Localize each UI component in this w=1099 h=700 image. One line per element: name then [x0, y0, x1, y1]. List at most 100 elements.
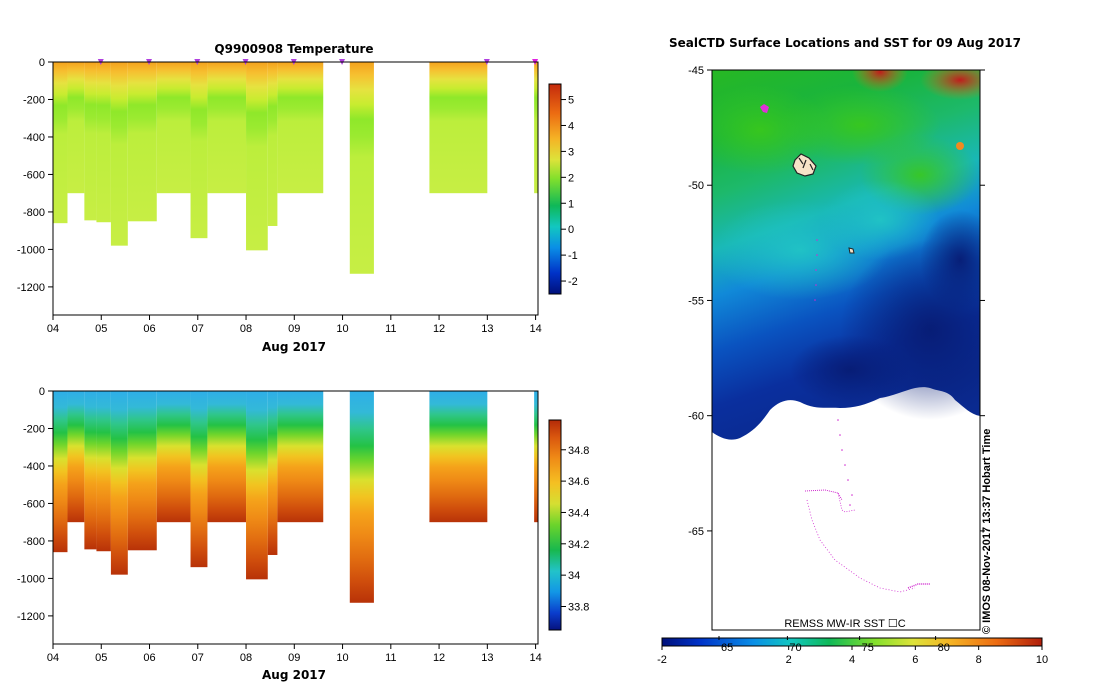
map-axes: -45 -50 -55 -60 -65 — [688, 65, 985, 538]
profile-cell-7 — [190, 391, 208, 568]
y-tick-label: -1000 — [17, 573, 45, 585]
x-tick-label: 08 — [240, 652, 252, 664]
colorbar-tick-label: -1 — [568, 250, 578, 262]
x-tick-label: 05 — [95, 323, 107, 335]
y-tick-label: -800 — [23, 207, 45, 219]
temperature-xlabel: Aug 2017 — [262, 340, 326, 354]
salinity-plot-frame — [52, 390, 539, 645]
seal-location-cluster — [792, 153, 855, 254]
salinity-colorbar — [548, 419, 562, 631]
colorbar-tick-label: 5 — [568, 95, 574, 107]
lat-tick-label: -60 — [688, 411, 704, 423]
profile-cell-1 — [67, 62, 85, 194]
profile-cell-7 — [190, 62, 208, 239]
y-tick-label: -600 — [23, 169, 45, 181]
colorbar-tick-label: -2 — [568, 276, 578, 288]
colorbar-tick-label: 2 — [568, 172, 574, 184]
y-tick-label: -600 — [23, 498, 45, 510]
x-tick-label: 10 — [336, 652, 348, 664]
sst-map — [712, 70, 980, 630]
colorbar-tick-label: 34.2 — [568, 539, 589, 551]
temperature-title: Q9900908 Temperature — [214, 42, 373, 56]
colorbar-tick-label: 3 — [568, 146, 574, 158]
sst-tick-label: 4 — [849, 654, 855, 666]
profile-cell-6 — [156, 391, 191, 523]
temperature-section — [53, 62, 538, 274]
x-tick-label: 07 — [192, 652, 204, 664]
salinity-axes: 04 05 06 07 08 09 10 11 12 13 14 0 -200 -400 -600 -800 -… — [17, 386, 542, 664]
lat-tick-label: -45 — [688, 65, 704, 77]
colorbar-tick-label: 34 — [568, 570, 580, 582]
profile-cell-9 — [246, 391, 268, 580]
profile-cell-9 — [246, 62, 268, 251]
colorbar-tick-label: 33.8 — [568, 601, 589, 613]
profile-cell-2 — [84, 62, 97, 221]
copyright-timestamp: © IMOS 08-Nov-2017 13:37 Hobart Time — [981, 429, 993, 634]
profile-cell-4 — [110, 391, 128, 575]
salinity-section — [53, 391, 538, 603]
y-tick-label: -1200 — [17, 282, 45, 294]
x-tick-label: 09 — [288, 652, 300, 664]
colorbar-tick-label: 34.4 — [568, 507, 589, 519]
x-tick-label: 11 — [385, 323, 396, 335]
map-title: SealCTD Surface Locations and SST for 09… — [669, 36, 1021, 50]
profile-cell-12 — [349, 391, 374, 603]
profile-cell-2 — [84, 391, 97, 550]
profile-cell-0 — [53, 391, 68, 553]
sst-colorbar-ticks: -2 2 4 6 8 10 65 70 75 80 — [657, 636, 1048, 666]
profile-cell-14 — [534, 391, 538, 523]
salinity-xlabel: Aug 2017 — [262, 668, 326, 682]
profile-cell-3 — [96, 62, 111, 223]
map-frame — [711, 69, 981, 631]
colorbar-tick-label: 34.6 — [568, 476, 589, 488]
temperature-axes: 04 05 06 07 08 09 10 11 12 13 14 0 -200 -400 -600 -800 -… — [17, 57, 542, 335]
profile-cell-0 — [53, 62, 68, 224]
profile-cell-11 — [277, 391, 324, 523]
x-tick-label: 08 — [240, 323, 252, 335]
y-tick-label: 0 — [39, 386, 45, 398]
seal-position-marker — [760, 104, 769, 113]
profile-cell-13 — [429, 62, 488, 194]
x-tick-label: 05 — [95, 652, 107, 664]
profile-cell-14 — [534, 62, 538, 194]
profile-cell-8 — [207, 62, 247, 194]
profile-cell-5 — [127, 391, 157, 551]
y-tick-label: -200 — [23, 94, 45, 106]
colorbar-tick-label: 1 — [568, 198, 574, 210]
x-tick-label: 11 — [385, 652, 396, 664]
y-tick-label: -400 — [23, 461, 45, 473]
sst-tick-label: 6 — [912, 654, 918, 666]
x-tick-label: 10 — [336, 323, 348, 335]
profile-cell-12 — [349, 62, 374, 274]
x-tick-label: 13 — [481, 652, 493, 664]
x-tick-label: 12 — [433, 323, 445, 335]
x-tick-label: 04 — [47, 652, 59, 664]
sst-secondary-tick-label: 65 — [721, 642, 733, 654]
y-tick-label: -400 — [23, 132, 45, 144]
sst-tick-label: -2 — [657, 654, 667, 666]
colorbar-tick-label: 0 — [568, 224, 574, 236]
y-tick-label: -200 — [23, 423, 45, 435]
lat-tick-label: -55 — [688, 295, 704, 307]
profile-cell-3 — [96, 391, 111, 552]
sst-tick-label: 2 — [786, 654, 792, 666]
colorbar-tick-label: 34.8 — [568, 445, 589, 457]
sst-tick-label: 10 — [1036, 654, 1048, 666]
lat-tick-label: -50 — [688, 180, 704, 192]
profile-cell-4 — [110, 62, 128, 246]
y-tick-label: -1000 — [17, 244, 45, 256]
x-tick-label: 13 — [481, 323, 493, 335]
map-source-label: REMSS MW-IR SST ☐C — [784, 618, 905, 630]
profile-cell-13 — [429, 391, 488, 523]
y-tick-label: 0 — [39, 57, 45, 69]
lat-tick-label: -65 — [688, 526, 704, 538]
sst-tick-label: 8 — [976, 654, 982, 666]
colorbar-tick-label: 4 — [568, 120, 574, 132]
x-tick-label: 06 — [143, 652, 155, 664]
seal-track — [804, 239, 930, 593]
x-tick-label: 12 — [433, 652, 445, 664]
x-tick-label: 07 — [192, 323, 204, 335]
x-tick-label: 14 — [529, 652, 541, 664]
x-tick-label: 09 — [288, 323, 300, 335]
